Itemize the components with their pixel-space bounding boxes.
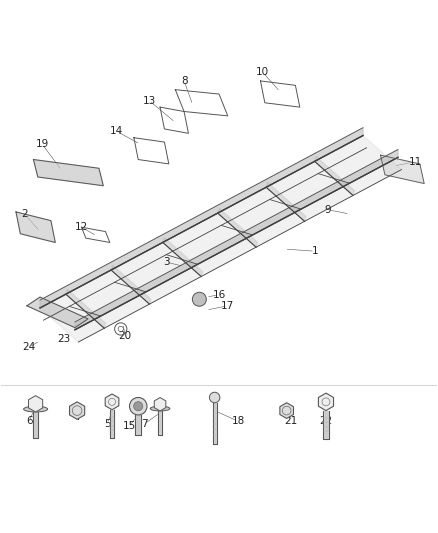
Polygon shape bbox=[323, 410, 328, 439]
Text: 17: 17 bbox=[221, 301, 234, 311]
Polygon shape bbox=[33, 412, 38, 438]
Polygon shape bbox=[218, 208, 258, 247]
Text: 18: 18 bbox=[232, 416, 245, 426]
Text: 15: 15 bbox=[123, 421, 136, 431]
Text: 6: 6 bbox=[26, 416, 32, 426]
Text: 21: 21 bbox=[284, 416, 298, 426]
Text: 11: 11 bbox=[409, 157, 422, 167]
Polygon shape bbox=[280, 403, 293, 418]
Text: 19: 19 bbox=[35, 139, 49, 149]
Polygon shape bbox=[27, 297, 88, 328]
Text: 9: 9 bbox=[325, 205, 332, 215]
Text: 23: 23 bbox=[57, 334, 71, 344]
Polygon shape bbox=[135, 415, 141, 434]
Polygon shape bbox=[16, 212, 55, 243]
Polygon shape bbox=[105, 394, 119, 410]
Ellipse shape bbox=[150, 406, 170, 411]
Circle shape bbox=[134, 402, 143, 411]
Text: 12: 12 bbox=[75, 222, 88, 232]
Polygon shape bbox=[66, 289, 106, 328]
Polygon shape bbox=[40, 128, 363, 308]
Text: 5: 5 bbox=[104, 419, 111, 429]
Text: 3: 3 bbox=[163, 257, 170, 267]
Polygon shape bbox=[318, 393, 333, 410]
Polygon shape bbox=[158, 411, 162, 435]
Text: 1: 1 bbox=[312, 246, 318, 256]
Polygon shape bbox=[266, 182, 306, 221]
Text: 14: 14 bbox=[110, 126, 123, 136]
Text: 13: 13 bbox=[142, 95, 156, 106]
Circle shape bbox=[192, 292, 206, 306]
Text: 7: 7 bbox=[141, 419, 148, 429]
Polygon shape bbox=[70, 402, 85, 419]
Text: 8: 8 bbox=[181, 76, 187, 86]
Polygon shape bbox=[33, 159, 103, 185]
Polygon shape bbox=[154, 398, 166, 411]
Circle shape bbox=[209, 392, 220, 403]
Polygon shape bbox=[111, 265, 151, 304]
Polygon shape bbox=[163, 238, 203, 277]
Polygon shape bbox=[314, 157, 354, 196]
Text: 20: 20 bbox=[119, 332, 132, 341]
Polygon shape bbox=[381, 155, 424, 183]
Text: 2: 2 bbox=[21, 209, 28, 219]
Text: 4: 4 bbox=[74, 412, 81, 422]
Circle shape bbox=[130, 398, 147, 415]
Polygon shape bbox=[213, 403, 217, 444]
Text: 10: 10 bbox=[256, 67, 269, 77]
Ellipse shape bbox=[24, 406, 48, 412]
Polygon shape bbox=[28, 395, 42, 412]
Polygon shape bbox=[75, 149, 398, 330]
Text: 24: 24 bbox=[22, 342, 36, 352]
Polygon shape bbox=[110, 410, 114, 438]
Polygon shape bbox=[40, 135, 402, 342]
Text: 16: 16 bbox=[212, 290, 226, 300]
Text: 22: 22 bbox=[319, 416, 332, 426]
